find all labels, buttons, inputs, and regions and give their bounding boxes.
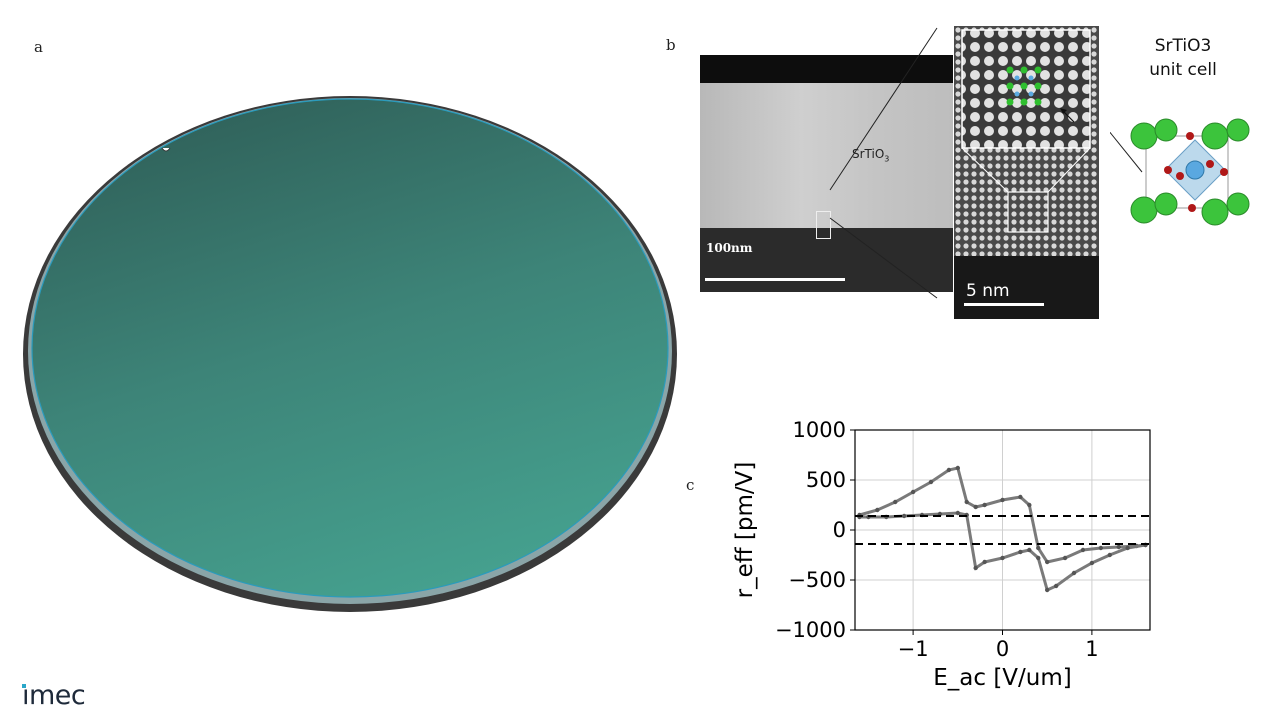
data-point bbox=[875, 507, 880, 513]
data-point bbox=[964, 499, 969, 505]
y-axis-label: r_eff [pm/V] bbox=[732, 462, 758, 599]
data-point bbox=[982, 502, 987, 508]
unit-cell-title-line1: SrTiO3 bbox=[1154, 36, 1212, 56]
data-point bbox=[1053, 583, 1059, 589]
data-point bbox=[1089, 560, 1095, 566]
panel-label-b: b bbox=[666, 36, 676, 54]
data-point bbox=[955, 465, 961, 471]
scale-bar-5nm bbox=[964, 303, 1044, 306]
data-point bbox=[910, 489, 916, 495]
scale-bar-100nm bbox=[705, 278, 845, 281]
logo-dot bbox=[22, 684, 26, 688]
panel-label-a: a bbox=[34, 38, 43, 56]
data-point bbox=[1107, 552, 1112, 558]
film-label-subscript: 3 bbox=[884, 154, 890, 164]
chart-ticks: −1 0 1 1000 500 0 −500 −1000 bbox=[775, 418, 1099, 661]
y-tick-label: 1000 bbox=[793, 418, 846, 442]
data-point bbox=[973, 504, 978, 510]
x-tick-label: −1 bbox=[898, 637, 929, 661]
data-point bbox=[1000, 555, 1005, 561]
data-point bbox=[1116, 544, 1121, 550]
film-label: SrTiO bbox=[852, 147, 885, 161]
imec-logo: ımec bbox=[22, 680, 86, 711]
y-tick-label: 0 bbox=[833, 518, 846, 542]
data-point bbox=[1080, 547, 1086, 553]
data-point bbox=[946, 467, 952, 473]
data-point bbox=[1071, 570, 1077, 576]
data-point bbox=[1044, 559, 1050, 565]
data-point bbox=[982, 559, 987, 565]
scale-label-100nm: 100nm bbox=[706, 241, 753, 255]
hysteresis-chart: −1 0 1 1000 500 0 −500 −1000 E_ac [V/um] r_eff … bbox=[732, 418, 1151, 691]
data-point bbox=[1018, 494, 1023, 500]
scale-label-5nm: 5 nm bbox=[966, 281, 1010, 301]
data-point bbox=[1098, 545, 1104, 551]
data-point bbox=[901, 513, 907, 519]
x-axis-label: E_ac [V/um] bbox=[933, 665, 1072, 691]
x-tick-label: 1 bbox=[1085, 637, 1098, 661]
unit-cell-title-line2: unit cell bbox=[1149, 60, 1217, 80]
data-point bbox=[893, 499, 898, 505]
tem-atomic-resolution: 5 nm bbox=[954, 26, 1099, 319]
data-point bbox=[955, 510, 961, 516]
data-point bbox=[1018, 549, 1023, 555]
data-point bbox=[1062, 555, 1068, 561]
data-point bbox=[1000, 497, 1005, 503]
x-tick-label: 0 bbox=[996, 637, 1009, 661]
y-tick-label: −500 bbox=[788, 568, 846, 592]
tem-cross-section: SrTiO3 100nm bbox=[700, 55, 953, 292]
wafer-photo bbox=[23, 96, 677, 612]
chart-grid bbox=[855, 429, 1150, 631]
unit-cell-diagram bbox=[1110, 118, 1250, 226]
chart-reference-lines bbox=[855, 515, 1150, 545]
y-tick-label: 500 bbox=[806, 468, 846, 492]
data-point bbox=[1044, 587, 1050, 593]
data-point bbox=[928, 479, 934, 485]
data-point bbox=[1027, 547, 1032, 553]
panel-label-c: c bbox=[686, 476, 695, 494]
data-point bbox=[1036, 555, 1041, 561]
y-tick-label: −1000 bbox=[775, 618, 846, 642]
data-point bbox=[1027, 502, 1032, 508]
unit-cell-title: SrTiO3 unit cell bbox=[1128, 34, 1238, 82]
atom-overlay bbox=[1006, 66, 1042, 106]
data-point bbox=[973, 565, 978, 571]
data-point bbox=[1036, 545, 1041, 551]
data-point bbox=[1125, 545, 1130, 551]
